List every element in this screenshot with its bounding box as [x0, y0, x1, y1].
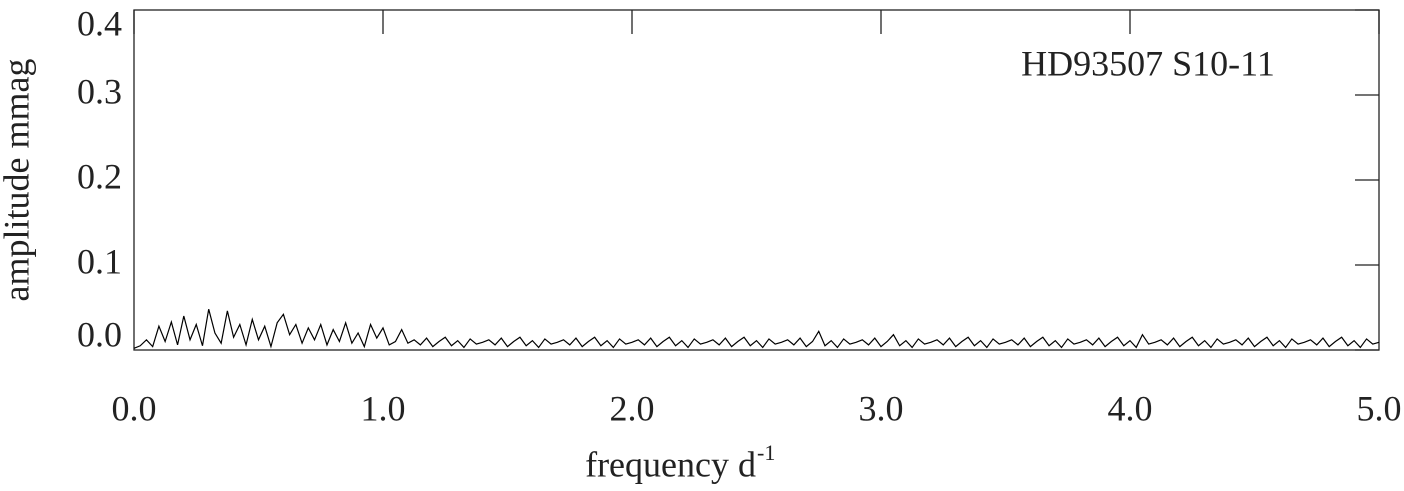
x-tick-label: 3.0	[859, 388, 904, 428]
x-axis-label-superscript: -1	[757, 440, 775, 465]
x-axis-label: frequency d	[585, 444, 756, 484]
x-tick-label: 1.0	[361, 388, 406, 428]
x-tick-label: 2.0	[610, 388, 655, 428]
y-tick-label: 0.2	[77, 156, 122, 196]
annotation: HD93507 S10-11	[1021, 43, 1275, 83]
y-tick-label: 0.3	[77, 71, 122, 111]
x-tick-label: 0.0	[112, 388, 157, 428]
y-tick-label: 0.0	[77, 314, 122, 354]
x-tick-label: 4.0	[1108, 388, 1153, 428]
y-axis-label: amplitude mmag	[0, 59, 36, 302]
x-tick-label: 5.0	[1357, 388, 1402, 428]
spectrum-line	[133, 309, 1380, 349]
y-tick-label: 0.4	[77, 3, 122, 43]
y-tick-label: 0.1	[77, 241, 122, 281]
